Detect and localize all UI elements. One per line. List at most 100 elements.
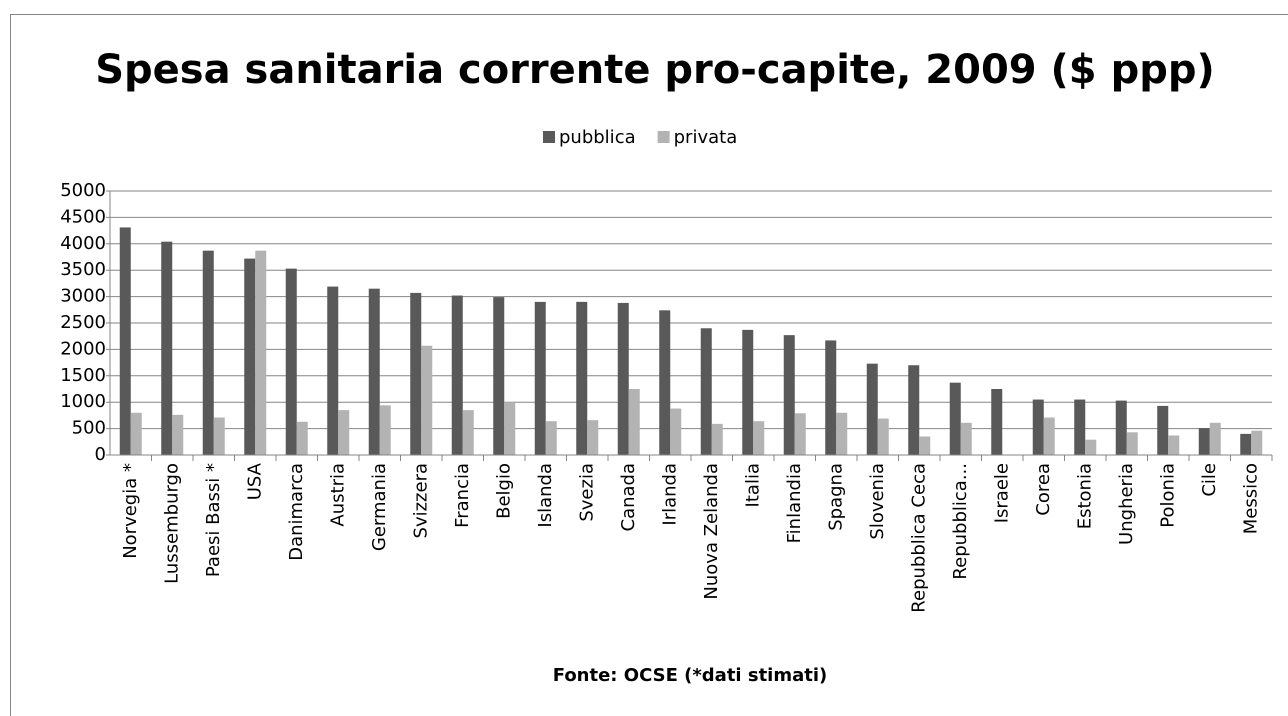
bar (255, 250, 267, 455)
bar (1198, 428, 1210, 455)
x-tick-label: Nuova Zelanda (701, 463, 722, 600)
bar (670, 408, 682, 455)
bar (451, 295, 463, 455)
y-tick-label: 3000 (60, 286, 106, 307)
x-tick-label: Austria (327, 463, 348, 527)
bar (836, 412, 848, 455)
bar (825, 340, 837, 455)
bar (700, 328, 712, 455)
bar (493, 297, 505, 455)
legend-label: privata (674, 127, 738, 148)
y-tick-label: 2500 (60, 312, 106, 333)
chart-frame (10, 14, 1288, 716)
bar (213, 417, 225, 455)
bar (628, 389, 640, 455)
x-tick-label: Corea (1033, 463, 1054, 516)
x-tick-label: Finlandia (784, 463, 805, 543)
y-tick-label: 500 (72, 418, 106, 439)
bar (1209, 422, 1221, 455)
chart-title: Spesa sanitaria corrente pro-capite, 200… (95, 47, 1215, 93)
bar (866, 363, 878, 455)
bar (1074, 399, 1086, 455)
x-tick-label: Spagna (825, 463, 846, 531)
x-tick-label: Paesi Bassi * (203, 463, 224, 577)
bar (742, 329, 754, 455)
bar (130, 412, 142, 455)
x-tick-label: Estonia (1074, 463, 1095, 529)
bar (1043, 417, 1055, 455)
x-tick-label: Italia (742, 463, 763, 507)
x-tick-label: Slovenia (867, 463, 888, 540)
bar (949, 382, 961, 455)
bar (202, 250, 214, 455)
bar (576, 301, 588, 455)
y-tick-label: 4000 (60, 233, 106, 254)
x-tick-label: Norvegia * (120, 463, 141, 559)
bar (1085, 439, 1097, 455)
bar (877, 418, 889, 455)
x-tick-label: Irlanda (659, 463, 680, 526)
bar (421, 345, 433, 455)
x-tick-label: Repubblica Ceca (908, 463, 929, 613)
y-tick-label: 1500 (60, 365, 106, 386)
bar (296, 421, 308, 455)
y-tick-label: 4500 (60, 206, 106, 227)
x-tick-label: USA (244, 462, 265, 500)
bar (783, 335, 795, 455)
bar (1251, 430, 1263, 455)
x-tick-label: Svizzera (410, 463, 431, 538)
bar (285, 268, 297, 455)
bar (794, 413, 806, 455)
x-tick-label: Lussemburgo (161, 463, 182, 584)
x-tick-label: Islanda (535, 463, 556, 528)
bar (1126, 432, 1138, 455)
x-tick-label: Israele (991, 463, 1012, 523)
bar (908, 365, 920, 455)
bar (1115, 400, 1127, 455)
bar (545, 421, 557, 455)
bar (1032, 399, 1044, 455)
y-tick-label: 0 (95, 444, 106, 465)
legend-swatch (657, 131, 670, 143)
x-tick-label: Danimarca (286, 463, 307, 561)
bar (753, 421, 765, 455)
bar (379, 405, 391, 455)
bar (327, 286, 339, 455)
bar (161, 241, 173, 455)
bar (960, 422, 972, 455)
x-tick-label: Svezia (576, 463, 597, 522)
bar (338, 410, 350, 455)
bar (462, 410, 474, 455)
bar (534, 301, 546, 455)
bar (919, 436, 931, 455)
x-tick-label: Polonia (1157, 463, 1178, 528)
bar (172, 414, 184, 455)
legend-label: pubblica (559, 127, 636, 148)
x-tick-label: Belgio (493, 463, 514, 519)
bar (1157, 405, 1169, 455)
x-tick-label: Germania (369, 463, 390, 551)
bar (119, 227, 131, 455)
x-tick-label: Cile (1199, 463, 1220, 497)
bar (659, 310, 671, 455)
bar (617, 302, 629, 455)
y-tick-label: 1000 (60, 391, 106, 412)
bar (1168, 435, 1180, 455)
x-tick-label: Ungheria (1116, 463, 1137, 545)
bar (1240, 433, 1252, 455)
y-tick-label: 5000 (60, 180, 106, 201)
y-tick-label: 2000 (60, 338, 106, 359)
source-note: Fonte: OCSE (*dati stimati) (553, 665, 828, 686)
bar (244, 258, 256, 455)
x-tick-label: Repubblica... (950, 463, 971, 580)
bar (410, 292, 422, 455)
bar (587, 420, 599, 455)
bar (368, 288, 380, 455)
x-tick-label: Francia (452, 463, 473, 528)
x-tick-label: Messico (1240, 463, 1261, 534)
bar (504, 402, 516, 455)
y-tick-label: 3500 (60, 259, 106, 280)
legend-swatch (543, 131, 555, 143)
bar (711, 423, 723, 455)
